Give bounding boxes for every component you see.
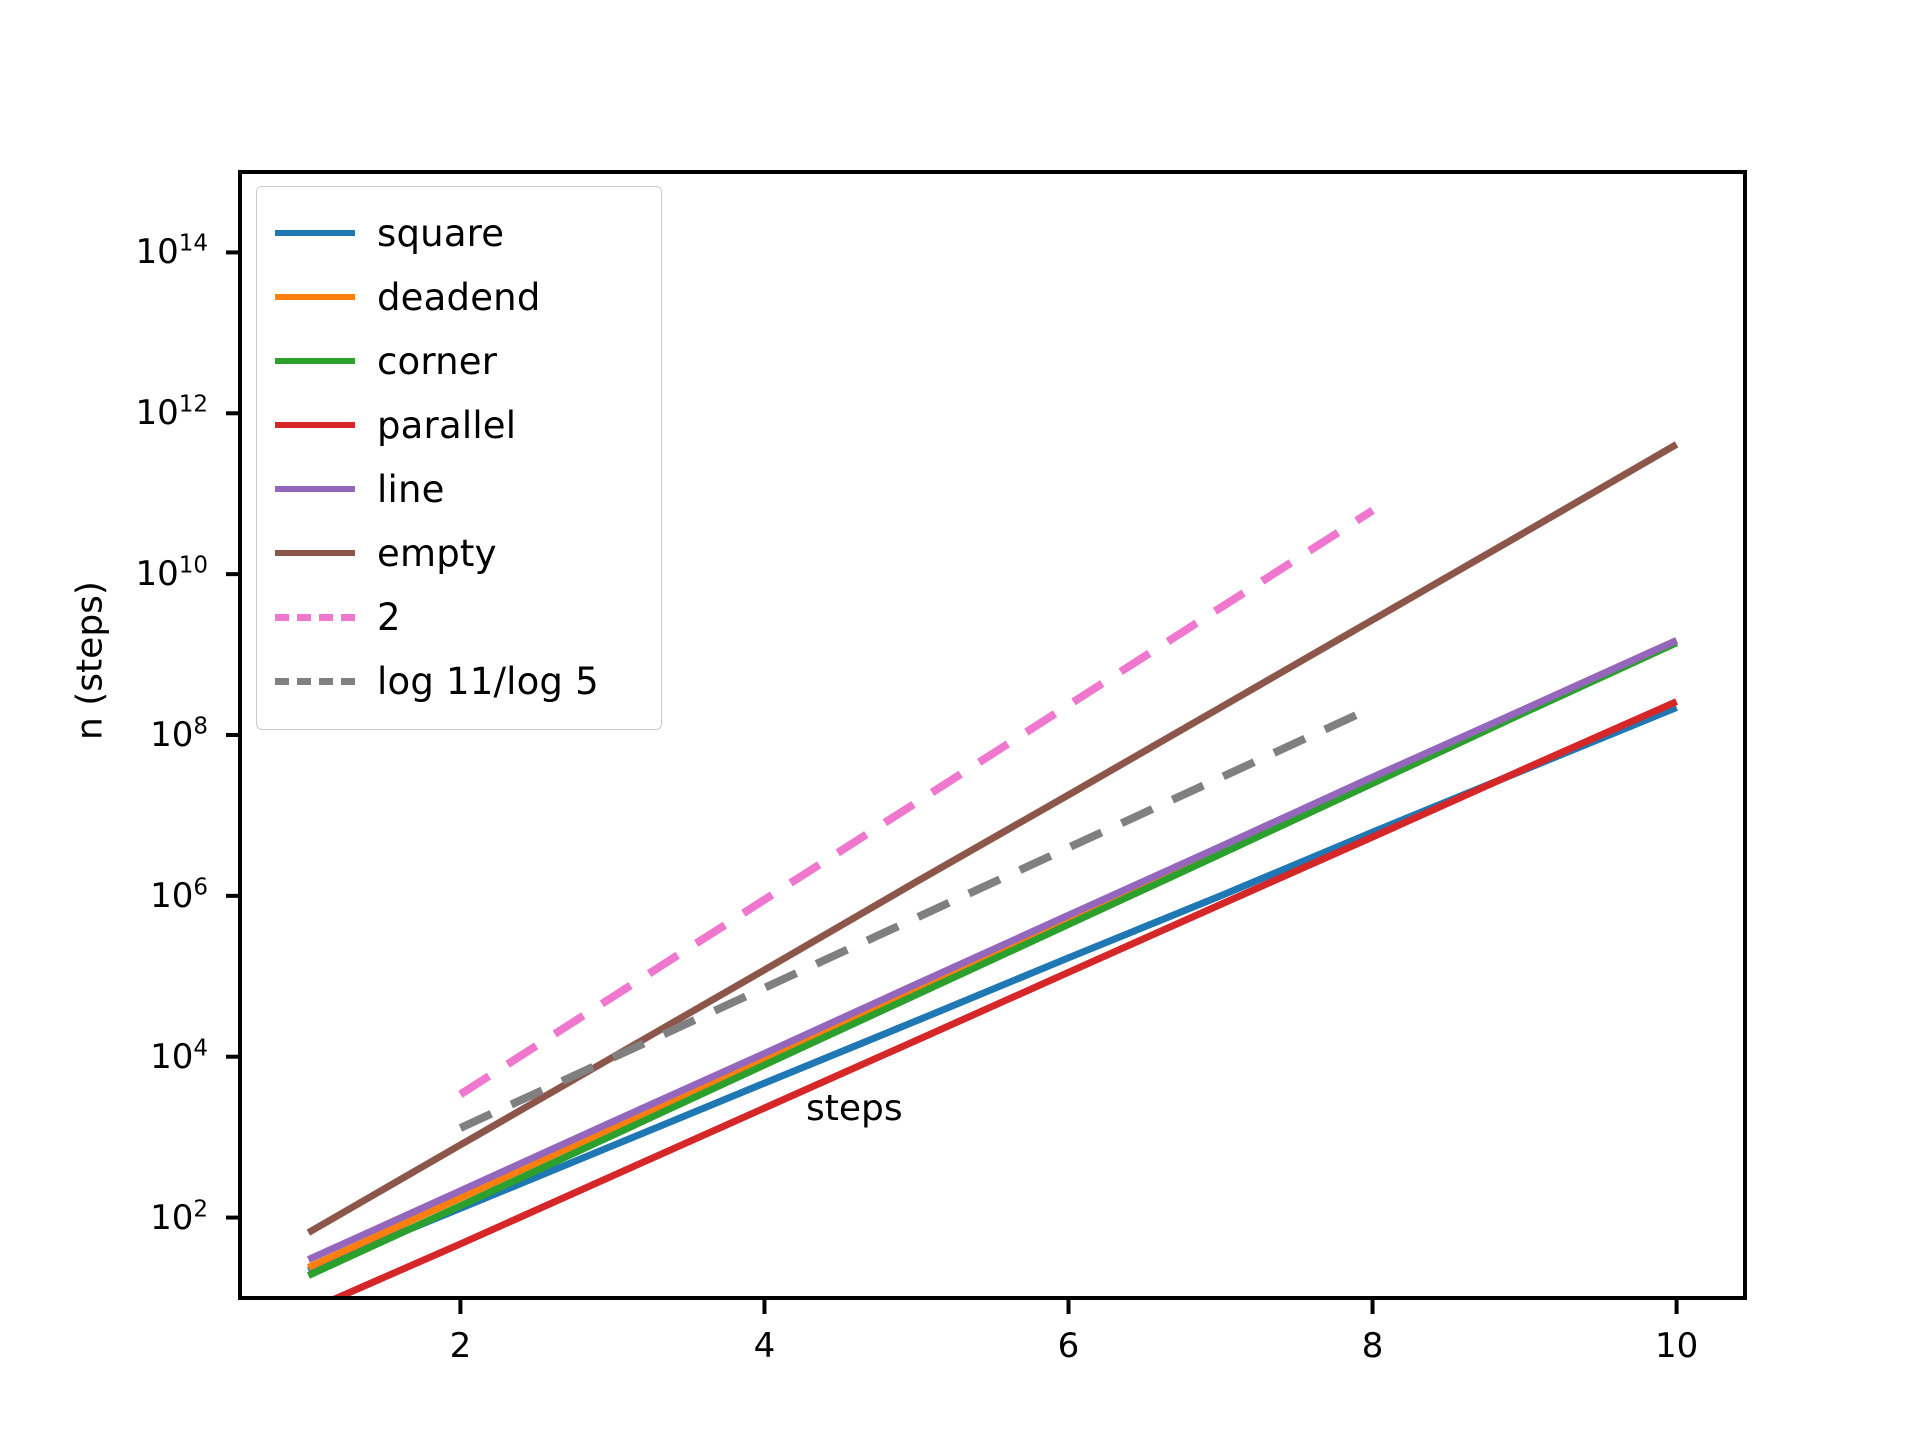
x-tick-label-2: 6 — [1057, 1326, 1080, 1366]
legend-item-empty[interactable]: empty — [271, 521, 649, 585]
series-line-2 — [458, 507, 1375, 1098]
legend-label-line: line — [377, 467, 445, 511]
legend-item-square[interactable]: square — [271, 201, 649, 265]
y-tick-marks — [226, 250, 240, 1220]
x-tick-label-0: 2 — [449, 1326, 472, 1366]
legend-item-deadend[interactable]: deadend — [271, 265, 649, 329]
x-tick-label-1: 4 — [753, 1326, 776, 1366]
series-line-corner — [306, 639, 1679, 1279]
legend-swatch-corner — [271, 348, 359, 374]
legend-swatch-square — [271, 220, 359, 246]
series-line-line — [306, 637, 1679, 1263]
y-axis-label: n (steps) — [69, 581, 111, 740]
legend-item-parallel[interactable]: parallel — [271, 393, 649, 457]
series-line-parallel — [332, 698, 1679, 1296]
legend-label-square: square — [377, 211, 505, 255]
legend-label-log11log5: log 11/log 5 — [377, 659, 599, 703]
series-line-empty — [306, 441, 1679, 1236]
legend-label-deadend: deadend — [377, 275, 541, 319]
legend-label-2: 2 — [377, 595, 401, 639]
x-tick-marks — [458, 1298, 1679, 1314]
y-tick-label-2: 1010 — [135, 552, 208, 595]
y-tick-label-6: 102 — [150, 1196, 208, 1238]
y-tick-label-3: 108 — [150, 713, 208, 755]
legend-swatch-empty — [271, 540, 359, 566]
x-tick-label-4: 10 — [1654, 1326, 1699, 1366]
y-tick-label-5: 104 — [150, 1035, 208, 1077]
x-tick-label-3: 8 — [1361, 1326, 1384, 1366]
legend-label-parallel: parallel — [377, 403, 517, 447]
x-axis-label: steps — [806, 1088, 903, 1129]
legend-swatch-log11log5 — [271, 668, 359, 694]
legend-label-corner: corner — [377, 339, 498, 383]
legend-item-line[interactable]: line — [271, 457, 649, 521]
legend-swatch-2 — [271, 604, 359, 630]
y-tick-label-1: 1012 — [135, 391, 208, 434]
legend-item-corner[interactable]: corner — [271, 329, 649, 393]
legend-item-log11log5[interactable]: log 11/log 5 — [271, 649, 649, 713]
legend-label-empty: empty — [377, 531, 497, 575]
y-tick-label-0: 1014 — [135, 231, 208, 273]
legend-swatch-line — [271, 476, 359, 502]
legend-swatch-parallel — [271, 412, 359, 438]
legend-item-2[interactable]: 2 — [271, 585, 649, 649]
y-tick-label-4: 106 — [150, 874, 208, 916]
legend-swatch-deadend — [271, 284, 359, 310]
legend: square deadend corner parallel line empt… — [256, 186, 662, 730]
